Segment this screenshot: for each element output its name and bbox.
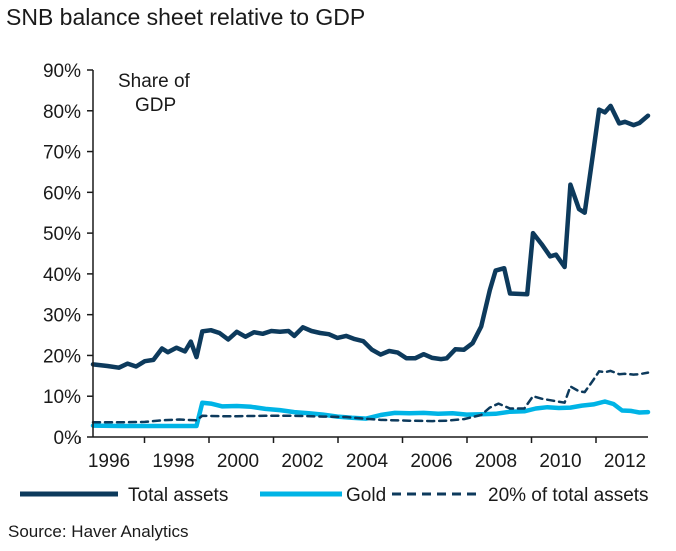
y-tick-label: 60%: [43, 183, 81, 204]
chart-title: SNB balance sheet relative to GDP: [6, 4, 366, 30]
x-axis: 1996 1998 2000 2002 2004 2006 2008 2010 2012: [79, 437, 646, 472]
y-tick-label: 70%: [43, 143, 81, 164]
x-tick-label: 2012: [604, 451, 646, 472]
y-tick-label: 40%: [43, 265, 81, 286]
x-tick-label: 1996: [88, 451, 130, 472]
axis-lines: [92, 70, 648, 438]
annotation-line-2: GDP: [135, 95, 176, 116]
x-tick-label: 2000: [217, 451, 259, 472]
y-tick-label: 0%: [54, 428, 82, 449]
y-tick-label: 80%: [43, 102, 81, 123]
x-tick-label: 2002: [281, 451, 323, 472]
series-layer: [90, 103, 651, 429]
x-tick-label: 2006: [410, 451, 452, 472]
legend-label-20pct: 20% of total assets: [488, 485, 649, 506]
x-tick-label: 2004: [346, 451, 389, 472]
x-tick-label: 2010: [539, 451, 581, 472]
series-line-gold: [90, 399, 651, 429]
y-axis: 0% 10% 20% 30% 40% 50% 60% 70% 80% 90%: [43, 61, 93, 449]
x-tick-label: 1998: [152, 451, 194, 472]
y-tick-label: 50%: [43, 224, 81, 245]
series-line-20pct-total-assets: [91, 369, 650, 424]
source-note: Source: Haver Analytics: [8, 522, 189, 541]
y-tick-label: 20%: [43, 346, 81, 367]
legend-label-gold: Gold: [346, 485, 386, 506]
legend-label-total-assets: Total assets: [128, 485, 228, 506]
annotation-line-1: Share of: [118, 71, 191, 92]
series-line-total-assets: [90, 103, 651, 370]
x-tick-label: 2008: [475, 451, 517, 472]
y-tick-label: 10%: [43, 387, 81, 408]
y-tick-label: 30%: [43, 306, 81, 327]
legend: Total assets Gold 20% of total assets: [20, 485, 649, 506]
y-tick-label: 90%: [43, 61, 81, 82]
